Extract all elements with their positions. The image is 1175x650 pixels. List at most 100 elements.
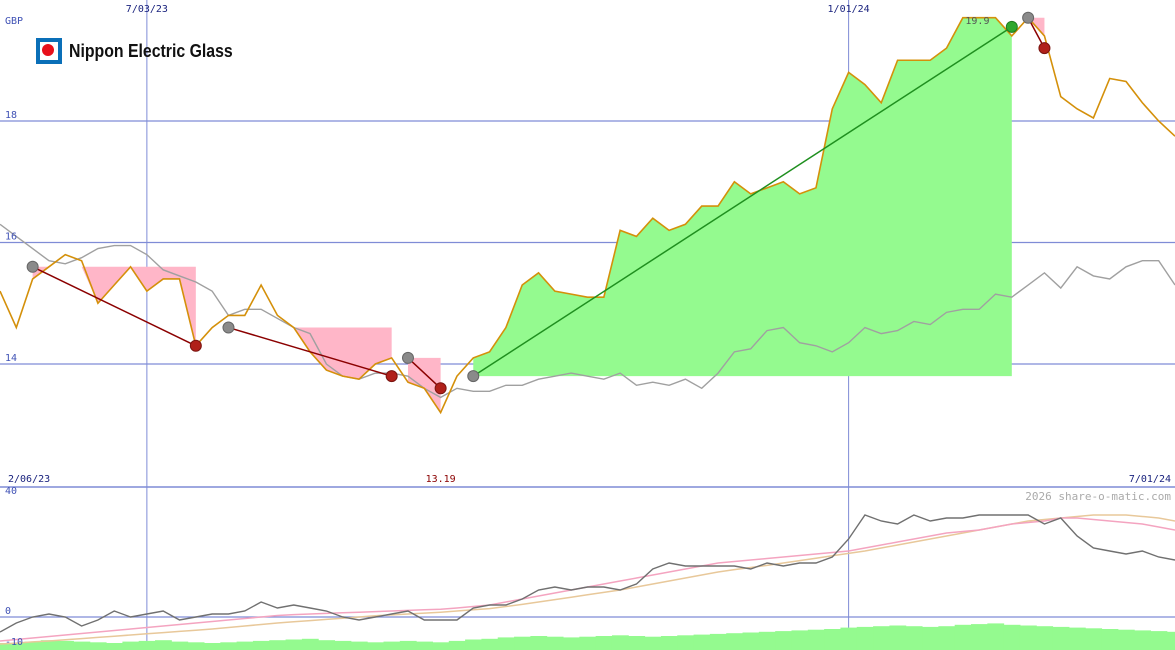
volume-bar [1101, 629, 1119, 650]
volume-bar [1134, 630, 1152, 650]
indicator-tick-label: 0 [5, 606, 11, 617]
top-date-label: 1/01/24 [828, 4, 870, 15]
volume-bar [644, 636, 662, 650]
volume-bar [922, 626, 939, 650]
trade-line [472, 26, 1013, 377]
volume-bar [628, 636, 646, 650]
indicator-tick-label: -10 [5, 637, 23, 648]
volume-bar [595, 636, 613, 650]
volume-bar [563, 637, 580, 650]
volume-bar [106, 643, 123, 650]
volume-bar [677, 635, 695, 650]
price-tick-label: 14 [5, 353, 17, 364]
volume-bar [40, 640, 58, 650]
trade-line [407, 357, 442, 389]
volume-bar [530, 636, 548, 650]
volume-bar [383, 641, 401, 650]
volume-bar [775, 631, 792, 650]
volume-bar [301, 638, 319, 650]
volume-bar [1052, 626, 1070, 650]
trade-entry-marker [26, 260, 39, 273]
volume-bar [187, 642, 205, 650]
volume-bar [1117, 629, 1135, 650]
volume-bar [1019, 625, 1037, 650]
end-date-label: 7/01/24 [1129, 474, 1171, 485]
indicator-series-line [0, 514, 1175, 633]
trade-markers [26, 11, 1051, 395]
volume-bar [448, 640, 466, 650]
volume-bar [220, 642, 238, 650]
volume-bar [155, 640, 172, 650]
volume-bar [840, 627, 858, 650]
volume-bar [203, 643, 221, 650]
trade-entry-marker [401, 351, 414, 364]
volume-bar [938, 626, 956, 650]
volume-bar [24, 641, 42, 650]
company-logo: Nippon Electric Glass [36, 38, 255, 64]
volume-bar [1085, 628, 1103, 650]
volume-bar [889, 625, 907, 650]
trade-line [32, 266, 197, 347]
volume-bar [791, 630, 809, 650]
trade-exit-marker [434, 382, 447, 395]
indicator-series [0, 514, 1175, 645]
volume-bar [1036, 626, 1054, 650]
trade-entry-marker [467, 370, 480, 383]
volume-bar [546, 636, 564, 650]
company-name: Nippon Electric Glass [69, 40, 233, 61]
start-date-label: 2/06/23 [8, 474, 50, 485]
indicator-series-line [0, 517, 1175, 642]
volume-bar [350, 641, 368, 650]
top-date-label: 7/03/23 [126, 4, 168, 15]
volume-bar [465, 639, 482, 650]
loss-region [32, 266, 196, 346]
volume-bar [987, 623, 1005, 650]
volume-bar [824, 629, 841, 650]
volume-bar [318, 640, 336, 650]
volume-bar [726, 633, 744, 650]
volume-bar [89, 642, 107, 650]
volume-bar [367, 642, 385, 650]
trade-entry-marker [222, 321, 235, 334]
volume-bar [399, 640, 417, 650]
volume-bar [334, 640, 352, 650]
volume-bar [497, 637, 515, 650]
volume-bar [1068, 627, 1086, 650]
volume-bar [1166, 631, 1175, 650]
max-value-label: 19.9 [965, 16, 989, 27]
logo-icon [36, 38, 62, 64]
trade-line [228, 326, 392, 377]
indicator-tick-label: 40 [5, 486, 17, 497]
volume-bar [514, 636, 531, 650]
volume-bar [905, 626, 923, 650]
volume-bar [873, 626, 890, 650]
volume-bar [122, 641, 140, 650]
trade-exit-marker [189, 339, 202, 352]
volume-bar [1003, 624, 1021, 650]
trade-exit-marker [1038, 42, 1051, 55]
trade-entry-marker [1022, 11, 1035, 24]
volume-bars [0, 623, 1175, 650]
volume-bar [269, 640, 287, 650]
price-series-line [0, 223, 1175, 399]
loss-region [228, 327, 392, 380]
volume-bar [954, 624, 972, 650]
price-tick-label: 16 [5, 232, 17, 243]
volume-bar [432, 642, 450, 650]
volume-bar [138, 640, 156, 650]
volume-bar [252, 640, 270, 650]
volume-bar [693, 634, 711, 650]
volume-bar [579, 636, 597, 650]
volume-bar [73, 641, 91, 650]
volume-bar [481, 638, 499, 650]
volume-bar [0, 643, 9, 650]
volume-bar [742, 632, 760, 650]
trade-exit-marker [385, 370, 398, 383]
volume-bar [285, 639, 303, 650]
volume-bar [8, 643, 25, 650]
volume-bar [971, 624, 988, 650]
volume-bar [758, 631, 776, 650]
volume-bar [236, 641, 254, 650]
